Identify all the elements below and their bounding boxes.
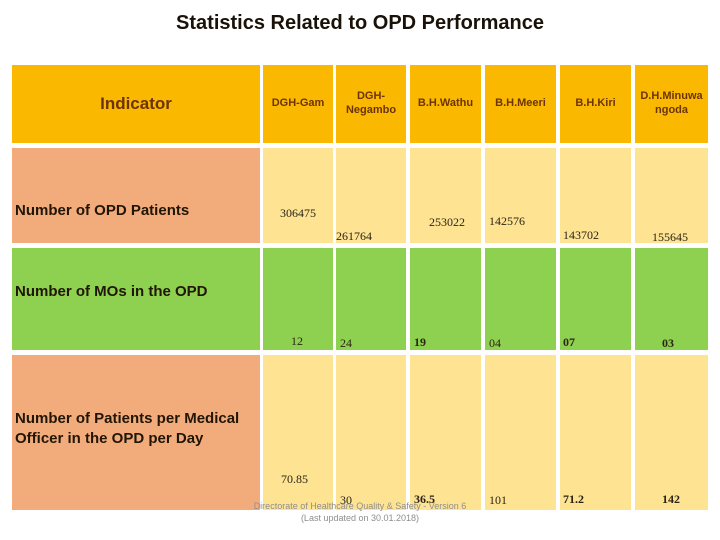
value-per-mo-bh-meeri: 101 bbox=[489, 493, 507, 507]
table-cell bbox=[635, 248, 708, 350]
column-header-label: B.H.Wathu bbox=[417, 97, 474, 110]
value-mos-bh-wathu: 19 bbox=[414, 335, 426, 349]
table-cell bbox=[410, 148, 481, 243]
table-cell bbox=[635, 355, 708, 510]
header-cell-dgh-negambo: DGH-Negambo bbox=[336, 65, 406, 143]
header-cell-dh-minuwangoda: D.H.Minuwangoda bbox=[635, 65, 708, 143]
row3-label-cell bbox=[12, 355, 260, 510]
value-mos-bh-kiri: 07 bbox=[563, 335, 575, 349]
indicator-header-label: Indicator bbox=[100, 94, 172, 114]
column-header-label: B.H.Kiri bbox=[575, 97, 616, 110]
value-mos-bh-meeri: 04 bbox=[489, 336, 501, 350]
value-mos-dgh-gam: 12 bbox=[291, 334, 303, 348]
table-cell bbox=[263, 248, 333, 350]
value-mos-dh-minuwangoda: 03 bbox=[662, 336, 674, 350]
column-header-label: DGH-Gam bbox=[271, 97, 325, 110]
row-label-patients-per-mo: Number of Patients per Medical Officer i… bbox=[15, 410, 240, 448]
value-per-mo-dgh-negambo: 30 bbox=[340, 493, 352, 507]
table-cell bbox=[263, 355, 333, 510]
row2-label-cell bbox=[12, 248, 260, 350]
footer-line1: Directorate of Healthcare Quality & Safe… bbox=[253, 501, 467, 511]
table-cell bbox=[336, 248, 406, 350]
value-opd-patients-bh-meeri: 142576 bbox=[489, 214, 525, 228]
table-cell bbox=[336, 148, 406, 243]
table-cell bbox=[560, 355, 631, 510]
header-cell-dgh-gam: DGH-Gam bbox=[263, 65, 333, 143]
footer-line2: (Last updated on 30.01.2018) bbox=[300, 513, 420, 523]
table-cell bbox=[485, 248, 556, 350]
value-per-mo-dgh-gam: 70.85 bbox=[281, 472, 308, 486]
column-header-label: DGH-Negambo bbox=[345, 90, 397, 116]
table-cell bbox=[410, 355, 481, 510]
value-per-mo-dh-minuwangoda: 142 bbox=[662, 492, 680, 506]
header-cell-indicator: Indicator bbox=[12, 65, 260, 143]
column-header-label: B.H.Meeri bbox=[495, 97, 546, 110]
row1-label-cell bbox=[12, 148, 260, 243]
header-cell-bh-meeri: B.H.Meeri bbox=[485, 65, 556, 143]
value-opd-patients-bh-kiri: 143702 bbox=[563, 228, 599, 242]
value-opd-patients-dh-minuwangoda: 155645 bbox=[652, 230, 688, 244]
table-cell bbox=[485, 148, 556, 243]
table-cell bbox=[336, 355, 406, 510]
row-label-mos-in-opd: Number of MOs in the OPD bbox=[15, 283, 208, 300]
slide-footer: Directorate of Healthcare Quality & Safe… bbox=[0, 500, 720, 524]
table-cell bbox=[560, 148, 631, 243]
row-label-opd-patients: Number of OPD Patients bbox=[15, 202, 190, 219]
value-mos-dgh-negambo: 24 bbox=[340, 336, 352, 350]
header-cell-bh-kiri: B.H.Kiri bbox=[560, 65, 631, 143]
table-cell bbox=[410, 248, 481, 350]
table-cell bbox=[560, 248, 631, 350]
value-opd-patients-dgh-negambo: 261764 bbox=[336, 229, 372, 243]
value-opd-patients-dgh-gam: 306475 bbox=[280, 206, 316, 220]
table-cell bbox=[485, 355, 556, 510]
slide-title: Statistics Related to OPD Performance bbox=[176, 12, 544, 34]
header-cell-bh-wathu: B.H.Wathu bbox=[410, 65, 481, 143]
table-cell bbox=[635, 148, 708, 243]
table-cell bbox=[263, 148, 333, 243]
value-per-mo-bh-kiri: 71.2 bbox=[563, 492, 584, 506]
value-per-mo-bh-wathu: 36.5 bbox=[414, 492, 435, 506]
value-opd-patients-bh-wathu: 253022 bbox=[429, 215, 465, 229]
column-header-label: D.H.Minuwangoda bbox=[640, 90, 703, 116]
